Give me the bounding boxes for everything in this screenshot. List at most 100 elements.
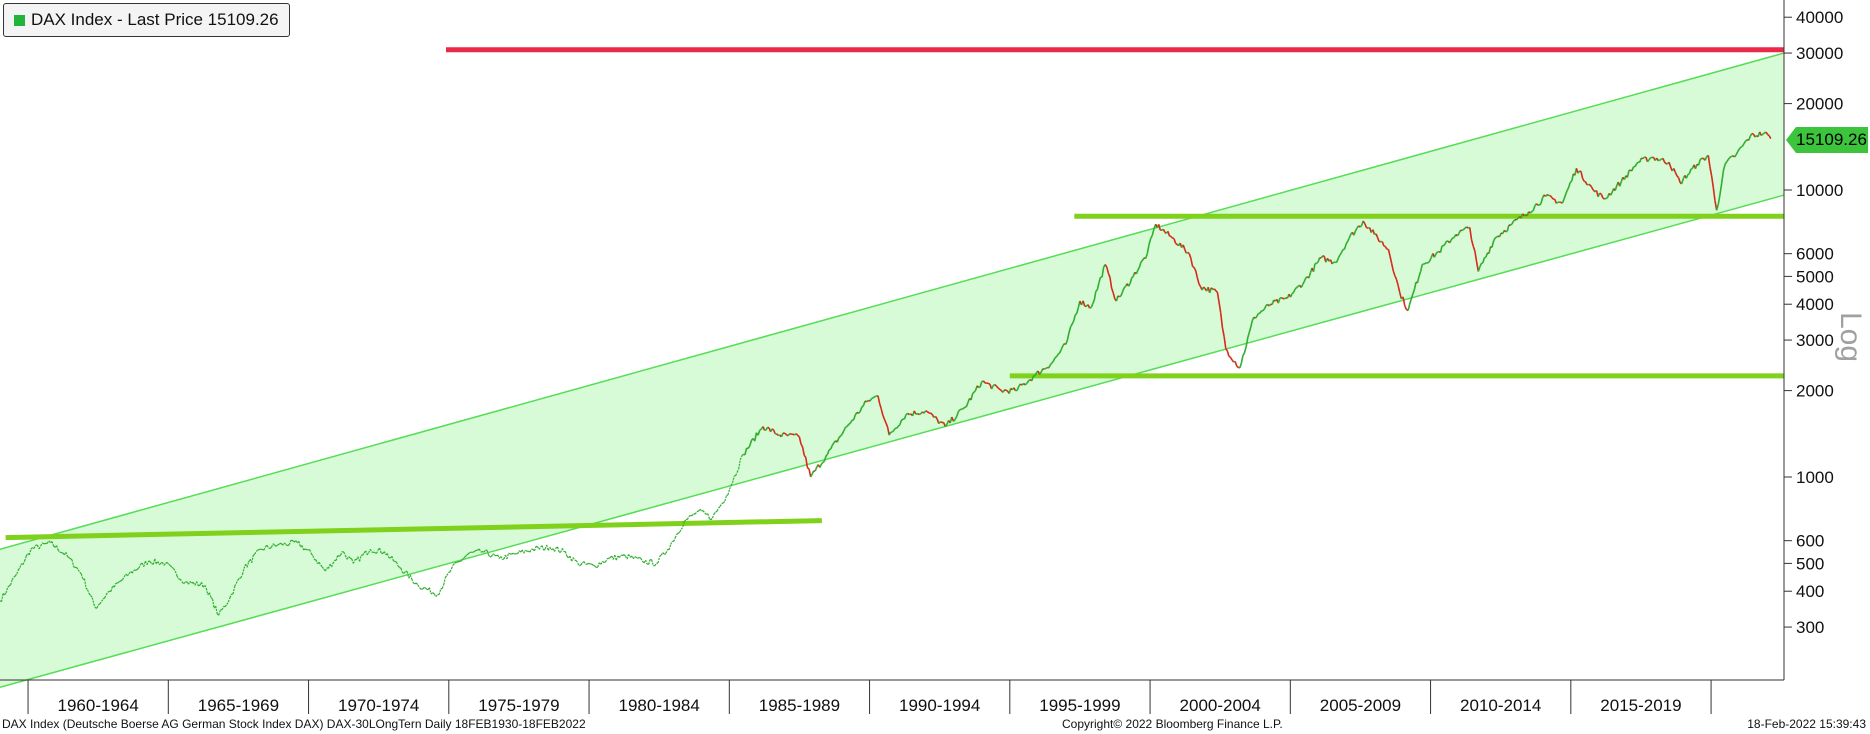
y-tick-label: 500 — [1796, 554, 1824, 573]
price-segment — [591, 563, 594, 566]
price-segment — [866, 399, 869, 403]
price-segment — [1466, 226, 1469, 229]
price-segment — [224, 604, 228, 607]
price-segment — [736, 468, 740, 473]
price-segment — [110, 585, 114, 592]
price-segment — [896, 425, 900, 429]
price-segment — [1196, 277, 1200, 285]
price-segment — [972, 391, 975, 395]
price-segment — [1098, 276, 1102, 284]
price-segment — [143, 560, 146, 567]
price-segment — [1631, 166, 1635, 172]
price-segment — [288, 540, 292, 546]
price-segment — [1019, 383, 1023, 386]
price-segment — [1297, 284, 1301, 287]
price-segment — [1109, 277, 1113, 289]
price-segment — [624, 555, 628, 560]
price-segment — [163, 563, 166, 566]
price-segment — [1727, 156, 1731, 160]
price-segment — [1710, 175, 1715, 188]
price-segment — [251, 555, 254, 563]
price-segment — [1408, 298, 1412, 305]
price-segment — [718, 505, 721, 509]
price-segment — [1566, 187, 1570, 191]
price-segment — [88, 593, 92, 596]
price-segment — [56, 545, 59, 551]
price-segment — [722, 500, 726, 504]
price-segment — [702, 510, 706, 514]
price-segment — [427, 587, 430, 591]
y-tick-label: 20000 — [1796, 95, 1843, 114]
price-segment — [186, 581, 189, 585]
x-axis: 1960-1964 1965-1969 1970-1974 1975-1979 1980… — [0, 679, 1784, 715]
price-segment — [237, 577, 240, 581]
price-segment — [997, 387, 1001, 391]
price-segment — [995, 385, 999, 389]
price-segment — [1082, 300, 1086, 307]
price-segment — [411, 578, 414, 584]
price-segment — [757, 429, 761, 436]
price-segment — [1259, 310, 1263, 314]
price-segment — [1107, 273, 1111, 278]
price-segment — [1688, 168, 1692, 174]
price-segment — [738, 459, 741, 469]
price-segment — [970, 393, 974, 401]
price-segment — [1005, 389, 1008, 392]
price-segment — [1544, 194, 1548, 197]
price-segment — [105, 591, 109, 596]
price-segment — [1740, 145, 1743, 148]
price-segment — [549, 546, 552, 551]
price-segment — [113, 582, 117, 588]
price-segment — [668, 544, 672, 550]
price-segment — [1503, 229, 1507, 233]
price-segment — [19, 563, 23, 568]
price-segment — [1151, 228, 1155, 236]
price-segment — [1185, 251, 1189, 254]
price-segment — [1034, 372, 1038, 376]
price-segment — [900, 418, 904, 421]
price-segment — [1090, 303, 1094, 308]
price-segment — [10, 579, 13, 585]
y-tick-label: 300 — [1796, 618, 1824, 637]
price-segment — [1433, 253, 1437, 258]
price-segment — [419, 587, 422, 590]
price-segment — [814, 466, 818, 472]
price-segment — [822, 460, 825, 464]
price-segment — [1372, 229, 1376, 235]
price-segment — [461, 557, 465, 561]
price-segment — [399, 567, 402, 569]
price-segment — [846, 423, 850, 427]
price-segment — [483, 549, 486, 553]
price-segment — [982, 380, 986, 384]
price-segment — [754, 432, 758, 442]
price-segment — [1697, 159, 1701, 166]
price-segment — [1418, 271, 1422, 277]
price-segment — [51, 541, 55, 547]
price-segment — [660, 552, 664, 556]
price-segment — [369, 549, 373, 553]
price-segment — [440, 587, 443, 590]
price-segment — [285, 544, 288, 547]
price-segment — [71, 559, 75, 567]
price-segment — [291, 539, 295, 543]
price-segment — [1127, 282, 1131, 287]
price-segment — [801, 446, 805, 456]
price-segment — [831, 442, 835, 446]
price-segment — [1512, 219, 1516, 222]
x-tick-label: 1965-1969 — [198, 696, 279, 715]
price-segment — [406, 571, 410, 579]
price-segment — [517, 550, 520, 554]
price-segment — [1677, 177, 1681, 183]
price-segment — [283, 542, 287, 545]
price-segment — [961, 407, 964, 410]
price-segment — [1340, 249, 1344, 254]
price-segment — [965, 402, 969, 407]
price-segment — [79, 571, 82, 575]
price-segment — [1768, 135, 1772, 139]
price-segment — [1717, 194, 1721, 204]
y-tick-label: 1000 — [1796, 468, 1834, 487]
price-segment — [1634, 163, 1638, 167]
price-segment — [1529, 210, 1533, 214]
price-segment — [851, 419, 854, 422]
price-segment — [603, 561, 606, 564]
